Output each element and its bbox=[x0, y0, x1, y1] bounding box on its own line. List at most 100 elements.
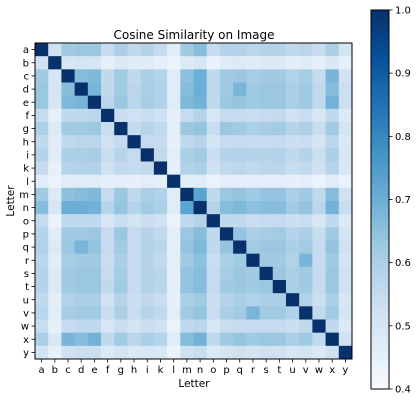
heatmap-cell-y-t bbox=[272, 345, 287, 360]
heatmap-cell-g-g bbox=[114, 122, 128, 136]
heatmap-cell-y-n bbox=[193, 345, 208, 360]
heatmap-cell-r-g bbox=[114, 253, 128, 268]
heatmap-cell-d-k bbox=[153, 82, 168, 97]
y-tick-label-f: f bbox=[25, 111, 29, 122]
heatmap-cell-t-w bbox=[312, 280, 326, 294]
heatmap-cell-a-e bbox=[87, 43, 102, 57]
heatmap-cell-r-q bbox=[233, 253, 247, 268]
x-tick-label-k: k bbox=[158, 365, 164, 376]
heatmap-cell-b-o bbox=[206, 56, 221, 70]
heatmap-cell-y-r bbox=[246, 345, 260, 360]
heatmap-cell-h-n bbox=[193, 135, 208, 149]
heatmap-cell-u-x bbox=[325, 293, 340, 307]
heatmap-cell-b-n bbox=[193, 56, 208, 70]
heatmap-cell-b-s bbox=[259, 56, 274, 70]
heatmap-cell-a-k bbox=[153, 43, 168, 57]
heatmap-cell-w-v bbox=[299, 319, 313, 334]
y-tick-label-h: h bbox=[23, 137, 29, 148]
heatmap-cell-a-b bbox=[48, 43, 62, 57]
heatmap-cell-l-h bbox=[127, 174, 142, 189]
heatmap-cell-m-r bbox=[246, 187, 260, 202]
heatmap-cell-v-f bbox=[101, 306, 115, 320]
heatmap-cell-s-r bbox=[246, 266, 260, 281]
heatmap-cell-q-n bbox=[193, 240, 208, 255]
heatmap-cell-w-w bbox=[312, 319, 326, 334]
heatmap-cell-l-w bbox=[312, 174, 326, 189]
heatmap-cell-m-x bbox=[325, 187, 340, 202]
heatmap-cell-w-a bbox=[35, 319, 49, 334]
heatmap-cell-u-m bbox=[180, 293, 194, 307]
heatmap-cell-f-o bbox=[206, 108, 221, 123]
heatmap-cell-c-m bbox=[180, 69, 194, 83]
heatmap-cell-y-f bbox=[101, 345, 115, 360]
heatmap-cell-y-a bbox=[35, 345, 49, 360]
heatmap-cell-o-b bbox=[48, 214, 62, 228]
heatmap-cell-l-o bbox=[206, 174, 221, 189]
heatmap-cell-m-c bbox=[61, 187, 76, 202]
heatmap-cell-q-d bbox=[74, 240, 89, 255]
heatmap-cell-n-k bbox=[153, 201, 168, 215]
heatmap-cell-e-m bbox=[180, 95, 194, 110]
heatmap-cell-b-v bbox=[299, 56, 313, 70]
heatmap-cell-d-i bbox=[140, 82, 155, 97]
heatmap-cell-u-b bbox=[48, 293, 62, 307]
heatmap-cell-n-l bbox=[167, 201, 181, 215]
heatmap-cell-u-y bbox=[338, 293, 353, 307]
heatmap-cell-p-p bbox=[219, 227, 234, 241]
heatmap-cell-i-i bbox=[140, 148, 155, 162]
heatmap-cell-r-f bbox=[101, 253, 115, 268]
heatmap-cell-n-v bbox=[299, 201, 313, 215]
x-tick-label-g: g bbox=[118, 365, 124, 376]
heatmap-cell-w-h bbox=[127, 319, 142, 334]
heatmap-cell-d-d bbox=[74, 82, 89, 97]
heatmap-cell-n-x bbox=[325, 201, 340, 215]
heatmap-cell-c-r bbox=[246, 69, 260, 83]
heatmap-cell-r-d bbox=[74, 253, 89, 268]
heatmap-cell-q-e bbox=[87, 240, 102, 255]
heatmap-cell-m-w bbox=[312, 187, 326, 202]
heatmap-cell-d-m bbox=[180, 82, 194, 97]
plot-frame bbox=[34, 42, 353, 360]
heatmap-cell-v-h bbox=[127, 306, 142, 320]
heatmap-cell-t-g bbox=[114, 280, 128, 294]
heatmap-cell-p-q bbox=[233, 227, 247, 241]
heatmap-cell-k-s bbox=[259, 161, 274, 176]
heatmap-cell-s-c bbox=[61, 266, 76, 281]
heatmap-cell-r-m bbox=[180, 253, 194, 268]
heatmap-cell-p-r bbox=[246, 227, 260, 241]
y-tick-label-n: n bbox=[23, 203, 29, 214]
heatmap-cell-d-n bbox=[193, 82, 208, 97]
heatmap-cell-i-n bbox=[193, 148, 208, 162]
heatmap-cell-a-m bbox=[180, 43, 194, 57]
heatmap-cell-g-a bbox=[35, 122, 49, 136]
heatmap-cell-l-m bbox=[180, 174, 194, 189]
heatmap-cell-l-f bbox=[101, 174, 115, 189]
heatmap-cell-l-n bbox=[193, 174, 208, 189]
heatmap-cell-q-b bbox=[48, 240, 62, 255]
y-tick-label-p: p bbox=[23, 229, 29, 240]
heatmap-cell-w-q bbox=[233, 319, 247, 334]
heatmap-cell-r-a bbox=[35, 253, 49, 268]
heatmap-cell-g-s bbox=[259, 122, 274, 136]
x-tick-label-w: w bbox=[315, 365, 323, 376]
heatmap-cell-r-u bbox=[285, 253, 300, 268]
heatmap-cell-e-d bbox=[74, 95, 89, 110]
heatmap-cell-s-u bbox=[285, 266, 300, 281]
heatmap-cell-y-y bbox=[338, 345, 353, 360]
y-tick-label-k: k bbox=[23, 164, 29, 175]
heatmap-cell-c-a bbox=[35, 69, 49, 83]
heatmap-cell-x-x bbox=[325, 332, 340, 347]
heatmap-cell-h-e bbox=[87, 135, 102, 149]
heatmap-cell-e-x bbox=[325, 95, 340, 110]
heatmap-cell-o-c bbox=[61, 214, 76, 228]
heatmap-cell-b-h bbox=[127, 56, 142, 70]
heatmap-cell-h-x bbox=[325, 135, 340, 149]
heatmap-cell-y-v bbox=[299, 345, 313, 360]
heatmap-cell-s-n bbox=[193, 266, 208, 281]
heatmap-cell-n-q bbox=[233, 201, 247, 215]
x-tick-label-h: h bbox=[131, 365, 137, 376]
heatmap-cell-t-l bbox=[167, 280, 181, 294]
heatmap-cell-e-p bbox=[219, 95, 234, 110]
heatmap-cell-s-h bbox=[127, 266, 142, 281]
heatmap-cell-a-r bbox=[246, 43, 260, 57]
